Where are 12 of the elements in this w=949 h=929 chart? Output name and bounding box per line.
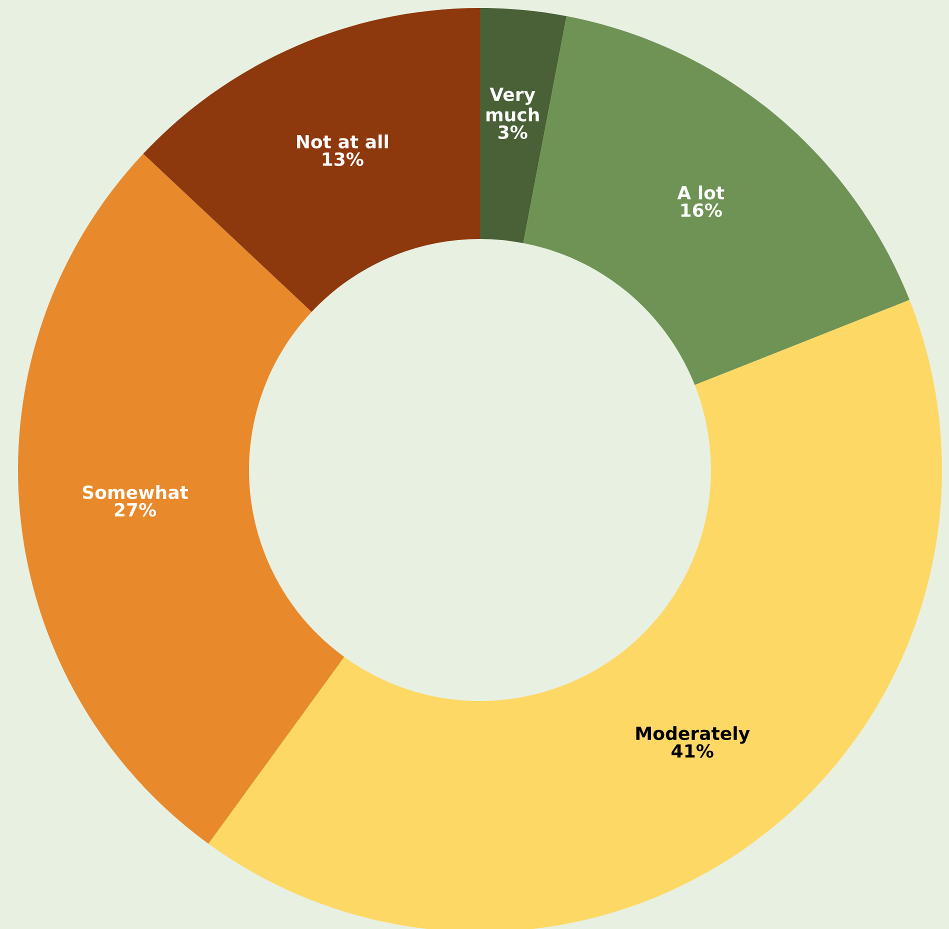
data-label: 3% (498, 125, 528, 140)
data-label: 13% (322, 152, 364, 166)
slice-label: A lot (677, 186, 724, 200)
slice-label: Not at all (297, 134, 388, 148)
donut-slice (480, 8, 567, 244)
data-label: 41% (672, 744, 714, 758)
data-label: 27% (114, 502, 156, 517)
slice-label: Very much (486, 88, 539, 122)
donut-slice (143, 8, 480, 312)
data-label: 16% (681, 203, 722, 217)
slice-label: Somewhat (82, 485, 188, 500)
slice-label: Moderately (636, 726, 750, 744)
